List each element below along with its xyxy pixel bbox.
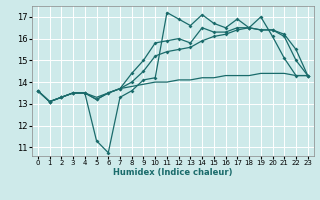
X-axis label: Humidex (Indice chaleur): Humidex (Indice chaleur)	[113, 168, 233, 177]
